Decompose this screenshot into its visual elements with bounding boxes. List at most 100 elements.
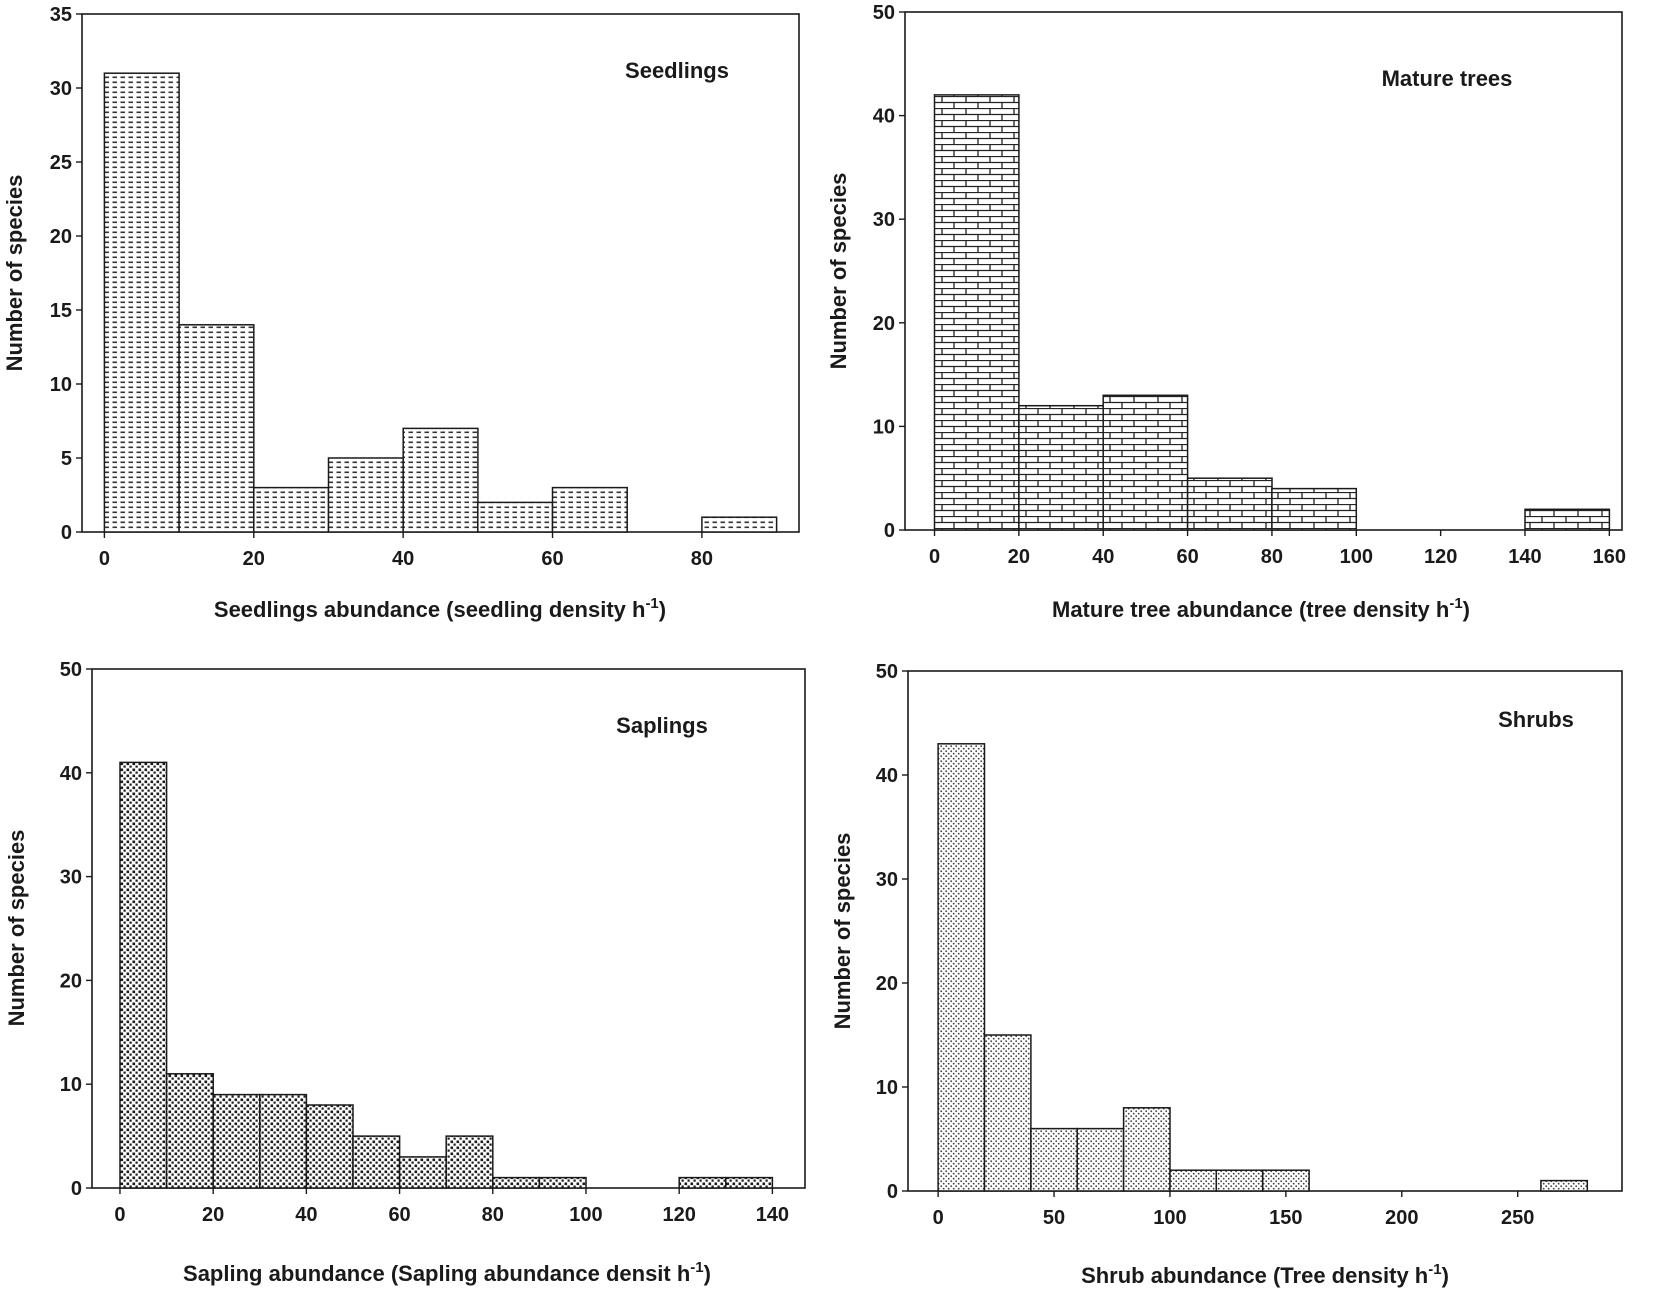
- x-tick-label: 250: [1501, 1207, 1534, 1229]
- histogram-bar: [1031, 1129, 1077, 1191]
- panel-seedlings: 0 20 40 60 80 0 5 10 15 20 25 30 35 Seedlings Seedli…: [2, 4, 799, 622]
- histogram-bar: [260, 1095, 307, 1188]
- y-tick-label: 10: [873, 416, 895, 438]
- x-tick-label: 100: [1340, 546, 1373, 568]
- x-tick-label: 100: [1153, 1207, 1186, 1229]
- x-tick-label: 80: [482, 1204, 504, 1226]
- x-tick-label: 0: [933, 1207, 944, 1229]
- bar-group: [104, 73, 776, 532]
- y-tick-label: 30: [60, 867, 82, 889]
- x-tick-label: 200: [1385, 1207, 1418, 1229]
- x-tick-label: 0: [99, 548, 110, 570]
- x-tick-label: 140: [1508, 546, 1541, 568]
- x-tick-label: 40: [392, 548, 414, 570]
- y-tick-label: 20: [50, 226, 72, 248]
- y-tick-label: 30: [873, 209, 895, 231]
- histogram-bar: [213, 1095, 260, 1188]
- x-axis-label: Mature tree abundance (tree density h-1): [1052, 595, 1470, 622]
- y-tick-label: 50: [876, 661, 898, 683]
- bar-group: [938, 744, 1587, 1191]
- histogram-bar: [1263, 1170, 1309, 1191]
- histogram-bar: [400, 1157, 447, 1188]
- y-tick-label: 15: [50, 300, 72, 322]
- histogram-bar: [1188, 478, 1272, 530]
- y-tick-label: 20: [60, 970, 82, 992]
- histogram-bar: [938, 744, 984, 1191]
- y-tick-label: 35: [50, 4, 72, 26]
- histogram-bar: [329, 458, 404, 532]
- panel-shrubs: 0 50 100 150 200 250 0 10 20 30 40 50 Shrubs Shrub …: [830, 661, 1622, 1288]
- x-tick-label: 140: [756, 1204, 789, 1226]
- x-tick-label: 150: [1269, 1207, 1302, 1229]
- y-tick-label: 0: [71, 1178, 82, 1200]
- histogram-bar: [306, 1105, 353, 1188]
- x-tick-label: 60: [388, 1204, 410, 1226]
- x-tick-label: 100: [569, 1204, 602, 1226]
- x-axis-label: Seedlings abundance (seedling density h-…: [214, 595, 666, 622]
- x-tick-label: 20: [1008, 546, 1030, 568]
- y-tick-label: 25: [50, 152, 72, 174]
- panel-title: Seedlings: [625, 58, 729, 83]
- histogram-bar: [403, 428, 478, 532]
- histogram-bar: [1124, 1108, 1170, 1191]
- x-tick-label: 20: [202, 1204, 224, 1226]
- histogram-bar: [446, 1136, 493, 1188]
- x-tick-label: 120: [662, 1204, 695, 1226]
- panel-saplings: 0 20 40 60 80 100 120 140 0 10 20 30 40 50 Saplings S…: [4, 659, 805, 1286]
- histogram-bar: [179, 325, 254, 532]
- histogram-bar: [702, 517, 777, 532]
- histogram-bar: [1077, 1129, 1123, 1191]
- histogram-bar: [167, 1074, 214, 1188]
- y-tick-label: 30: [876, 869, 898, 891]
- y-tick-label: 40: [876, 765, 898, 787]
- panel-title: Shrubs: [1498, 707, 1574, 732]
- y-tick-label: 20: [876, 973, 898, 995]
- histogram-bar: [1019, 406, 1103, 530]
- y-tick-label: 40: [60, 763, 82, 785]
- x-tick-label: 80: [691, 548, 713, 570]
- y-tick-label: 50: [873, 2, 895, 24]
- bar-group: [935, 95, 1610, 530]
- histogram-bar: [478, 502, 553, 532]
- histogram-bar: [1103, 395, 1187, 530]
- x-tick-label: 20: [243, 548, 265, 570]
- panel-title: Mature trees: [1382, 66, 1513, 91]
- histogram-figure: 0 20 40 60 80 0 5 10 15 20 25 30 35 Seedlings Seedli…: [0, 0, 1654, 1293]
- bar-group: [120, 762, 772, 1188]
- y-tick-label: 30: [50, 78, 72, 100]
- panel-title: Saplings: [616, 713, 708, 738]
- histogram-bar: [254, 488, 329, 532]
- y-tick-label: 0: [884, 520, 895, 542]
- x-tick-label: 60: [541, 548, 563, 570]
- x-tick-label: 0: [114, 1204, 125, 1226]
- y-tick-label: 10: [876, 1077, 898, 1099]
- histogram-bar: [985, 1035, 1031, 1191]
- histogram-bar: [679, 1178, 726, 1188]
- y-tick-label: 0: [61, 522, 72, 544]
- histogram-bar: [935, 95, 1019, 530]
- y-tick-label: 50: [60, 659, 82, 681]
- x-tick-label: 120: [1424, 546, 1457, 568]
- x-tick-label: 60: [1176, 546, 1198, 568]
- histogram-bar: [1272, 489, 1356, 530]
- y-tick-label: 5: [61, 448, 72, 470]
- x-axis-label: Sapling abundance (Sapling abundance den…: [183, 1259, 711, 1286]
- histogram-bar: [1525, 509, 1609, 530]
- x-tick-label: 40: [1092, 546, 1114, 568]
- histogram-bar: [1541, 1181, 1587, 1191]
- y-tick-label: 0: [887, 1181, 898, 1203]
- histogram-bar: [553, 488, 628, 532]
- panel-mature-trees: 0 20 40 60 80 100 120 140 160 0 10 20 30 40 50 Mature …: [826, 2, 1626, 622]
- histogram-bar: [539, 1178, 586, 1188]
- x-tick-label: 40: [295, 1204, 317, 1226]
- x-tick-label: 160: [1593, 546, 1626, 568]
- histogram-bar: [1216, 1170, 1262, 1191]
- y-tick-label: 10: [60, 1074, 82, 1096]
- histogram-bar: [104, 73, 179, 532]
- y-tick-label: 40: [873, 106, 895, 128]
- x-tick-label: 0: [929, 546, 940, 568]
- y-axis-label: Number of species: [830, 833, 855, 1030]
- y-axis-label: Number of species: [4, 830, 29, 1027]
- x-axis-label: Shrub abundance (Tree density h-1): [1081, 1261, 1449, 1288]
- histogram-bar: [1170, 1170, 1216, 1191]
